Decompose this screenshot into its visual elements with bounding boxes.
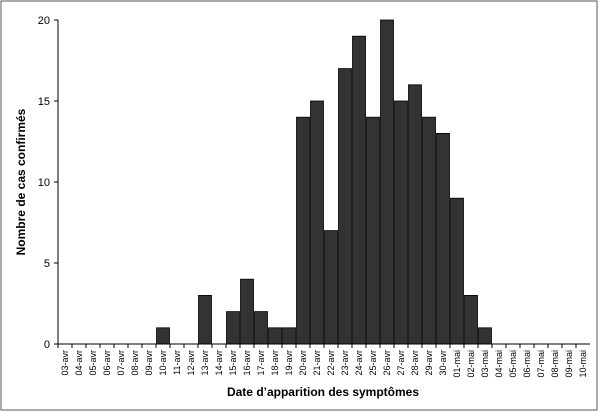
x-tick-label: 17-avr bbox=[256, 350, 266, 376]
x-tick-label: 06-mai bbox=[522, 350, 532, 378]
bar bbox=[268, 327, 282, 345]
bar bbox=[240, 278, 254, 345]
x-tick-label: 03-mai bbox=[480, 350, 490, 378]
x-tick-label: 27-avr bbox=[396, 350, 406, 376]
bar bbox=[198, 294, 212, 345]
bar bbox=[282, 327, 296, 345]
x-tick-label: 28-avr bbox=[410, 350, 420, 376]
bar bbox=[436, 132, 450, 345]
bar bbox=[338, 68, 352, 345]
y-tick-label: 15 bbox=[38, 96, 50, 108]
x-tick-label: 10-avr bbox=[158, 350, 168, 376]
x-tick-label: 30-avr bbox=[438, 350, 448, 376]
bar bbox=[408, 84, 422, 345]
x-tick-label: 12-avr bbox=[186, 350, 196, 376]
x-tick-label: 18-avr bbox=[270, 350, 280, 376]
x-tick-label: 20-avr bbox=[298, 350, 308, 376]
bar bbox=[366, 116, 380, 345]
x-tick-label: 23-avr bbox=[340, 350, 350, 376]
bar bbox=[394, 100, 408, 345]
x-tick-label: 09-mai bbox=[564, 350, 574, 378]
x-tick-label: 05-avr bbox=[88, 350, 98, 376]
x-tick-label: 29-avr bbox=[424, 350, 434, 376]
y-tick-label: 5 bbox=[44, 258, 50, 270]
bar bbox=[296, 116, 310, 345]
x-tick-label: 02-mai bbox=[466, 350, 476, 378]
x-tick-label: 22-avr bbox=[326, 350, 336, 376]
bar bbox=[422, 116, 436, 345]
x-tick-label: 15-avr bbox=[228, 350, 238, 376]
bar bbox=[226, 311, 240, 345]
x-tick-label: 16-avr bbox=[242, 350, 252, 376]
y-tick-label: 0 bbox=[44, 339, 50, 351]
x-tick-label: 09-avr bbox=[144, 350, 154, 376]
bar bbox=[380, 19, 394, 345]
x-tick-label: 03-avr bbox=[60, 350, 70, 376]
bar bbox=[310, 100, 324, 345]
x-tick-label: 08-avr bbox=[130, 350, 140, 376]
x-tick-label: 24-avr bbox=[354, 350, 364, 376]
x-tick-label: 10-mai bbox=[578, 350, 588, 378]
bar bbox=[450, 197, 464, 345]
bar bbox=[352, 35, 366, 345]
y-tick-label: 10 bbox=[38, 177, 50, 189]
bar bbox=[156, 327, 170, 345]
x-tick-label: 11-avr bbox=[172, 350, 182, 375]
x-tick-label: 04-mai bbox=[494, 350, 504, 378]
x-tick-label: 08-mai bbox=[550, 350, 560, 378]
y-tick-label: 20 bbox=[38, 15, 50, 27]
x-tick-label: 19-avr bbox=[284, 350, 294, 376]
x-tick-label: 05-mai bbox=[508, 350, 518, 378]
x-tick-label: 26-avr bbox=[382, 350, 392, 376]
bar bbox=[324, 230, 338, 345]
x-tick-label: 21-avr bbox=[312, 350, 322, 376]
bar bbox=[464, 294, 478, 345]
bar bbox=[478, 327, 492, 345]
x-tick-label: 06-avr bbox=[102, 350, 112, 376]
x-tick-label: 14-avr bbox=[214, 350, 224, 376]
x-tick-label: 04-avr bbox=[74, 350, 84, 376]
x-axis-title: Date d’apparition des symptômes bbox=[227, 385, 419, 399]
y-axis-title: Nombre de cas confirmés bbox=[14, 108, 28, 255]
x-tick-label: 01-mai bbox=[452, 350, 462, 378]
x-tick-label: 25-avr bbox=[368, 350, 378, 376]
x-tick-label: 07-avr bbox=[116, 350, 126, 376]
x-tick-label: 13-avr bbox=[200, 350, 210, 376]
bar bbox=[254, 311, 268, 345]
x-tick-label: 07-mai bbox=[536, 350, 546, 378]
